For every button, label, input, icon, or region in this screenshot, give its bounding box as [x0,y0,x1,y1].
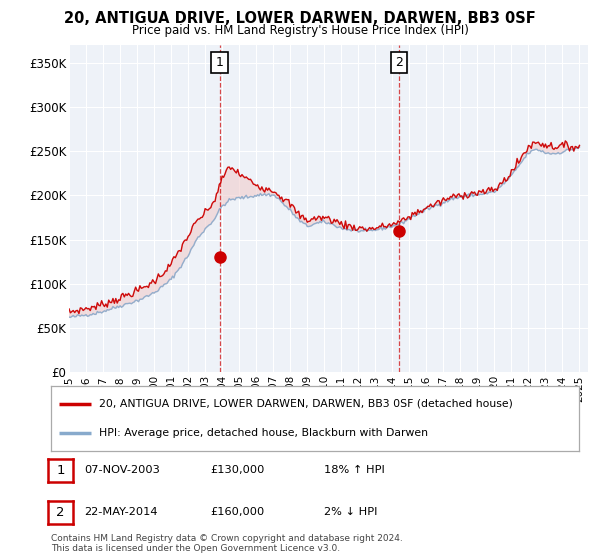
Text: £130,000: £130,000 [210,465,265,475]
Text: HPI: Average price, detached house, Blackburn with Darwen: HPI: Average price, detached house, Blac… [98,428,428,438]
Text: 18% ↑ HPI: 18% ↑ HPI [324,465,385,475]
Text: 2% ↓ HPI: 2% ↓ HPI [324,507,377,517]
Text: 1: 1 [56,464,65,477]
Text: Contains HM Land Registry data © Crown copyright and database right 2024.
This d: Contains HM Land Registry data © Crown c… [51,534,403,553]
Text: 2: 2 [56,506,65,519]
Text: 20, ANTIGUA DRIVE, LOWER DARWEN, DARWEN, BB3 0SF (detached house): 20, ANTIGUA DRIVE, LOWER DARWEN, DARWEN,… [98,399,512,409]
Text: 20, ANTIGUA DRIVE, LOWER DARWEN, DARWEN, BB3 0SF: 20, ANTIGUA DRIVE, LOWER DARWEN, DARWEN,… [64,11,536,26]
Text: 1: 1 [215,56,224,69]
Text: £160,000: £160,000 [210,507,264,517]
Text: Price paid vs. HM Land Registry's House Price Index (HPI): Price paid vs. HM Land Registry's House … [131,24,469,36]
Text: 07-NOV-2003: 07-NOV-2003 [84,465,160,475]
Text: 2: 2 [395,56,403,69]
Text: 22-MAY-2014: 22-MAY-2014 [84,507,157,517]
